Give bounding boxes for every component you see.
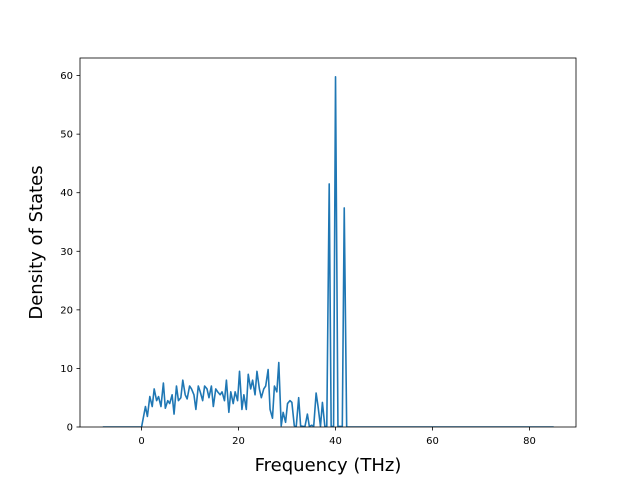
- y-tick-label: 50: [60, 130, 73, 141]
- x-axis: 0 20 40 60 80: [138, 427, 536, 447]
- axes-frame: [79, 57, 577, 428]
- y-tick-label: 0: [67, 423, 73, 434]
- y-tick-label: 30: [60, 247, 73, 258]
- x-tick-label: 20: [232, 436, 245, 447]
- y-tick-label: 40: [60, 188, 73, 199]
- x-tick-label: 40: [329, 436, 342, 447]
- y-axis-label: Density of States: [26, 165, 47, 319]
- x-tick-label: 80: [523, 436, 536, 447]
- y-tick-label: 10: [60, 364, 73, 375]
- y-tick-label: 60: [60, 71, 73, 82]
- dos-series-line: [102, 75, 554, 427]
- y-tick-label: 20: [60, 305, 73, 316]
- x-tick-label: 60: [426, 436, 439, 447]
- x-tick-label: 0: [138, 436, 144, 447]
- plot-area: [102, 75, 554, 427]
- y-axis: 0 10 20 30 40 50 60: [60, 71, 80, 434]
- x-axis-label: Frequency (THz): [255, 455, 402, 476]
